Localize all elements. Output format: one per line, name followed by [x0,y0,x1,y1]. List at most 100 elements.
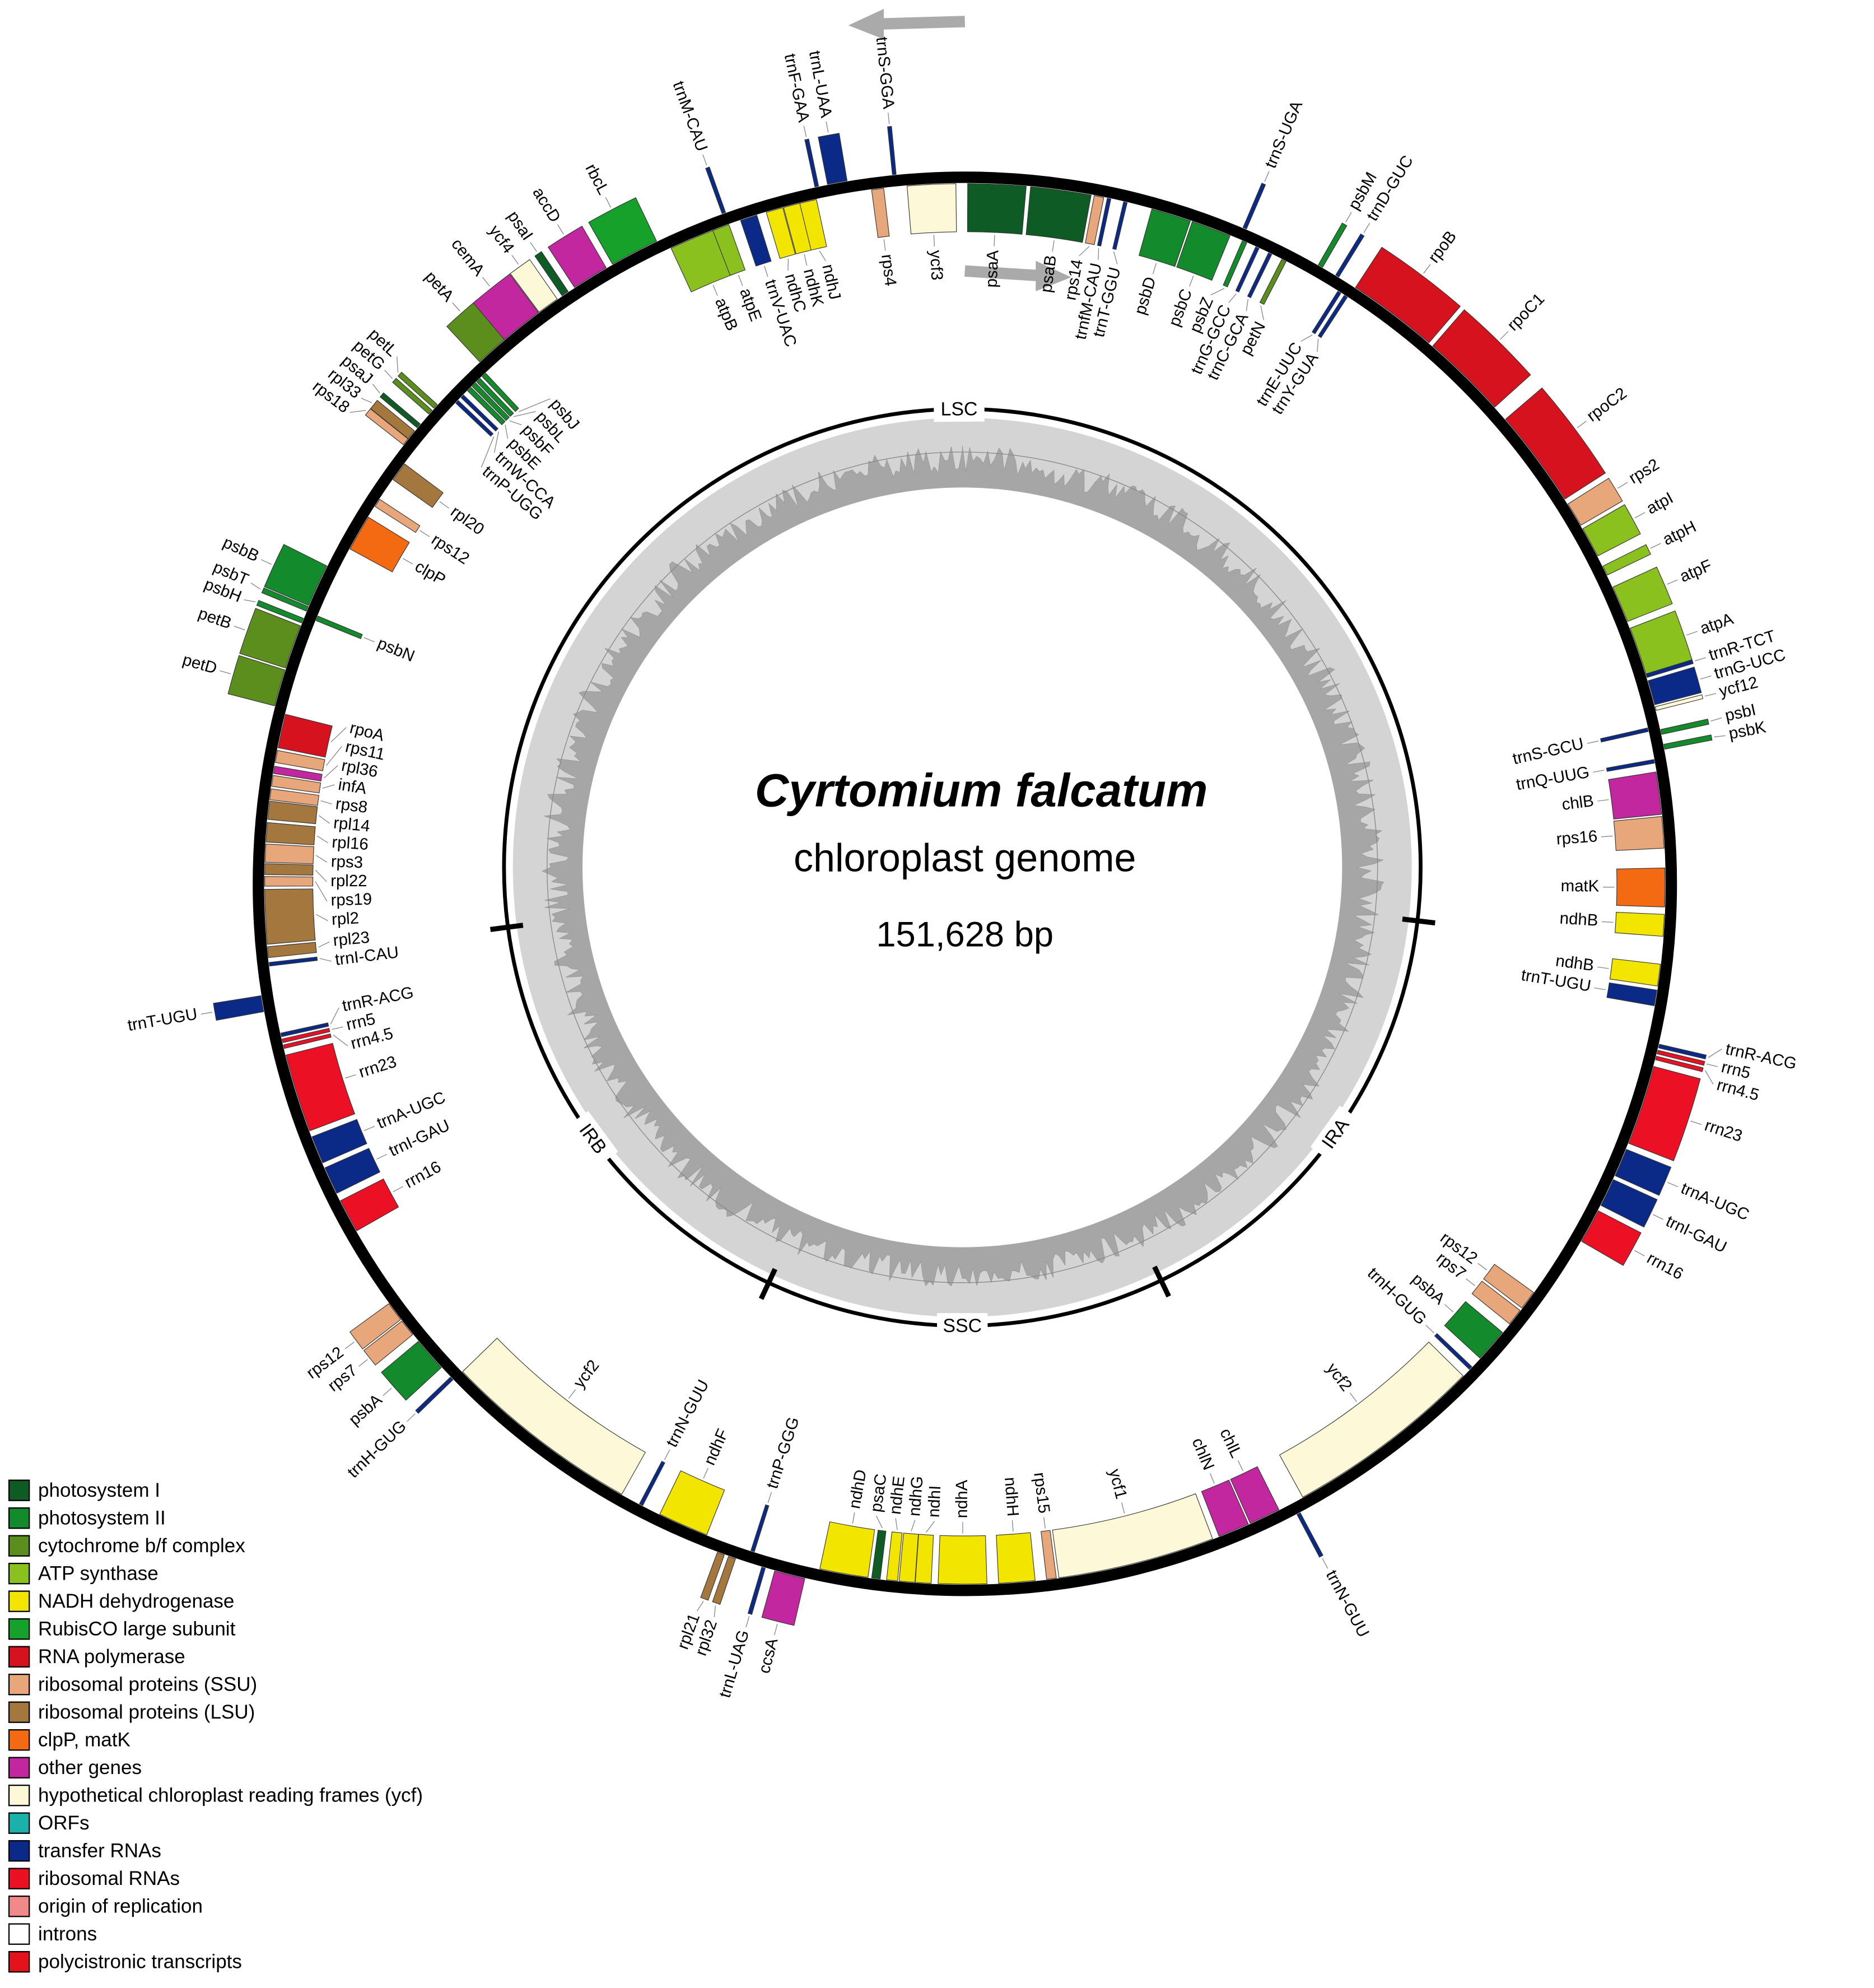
gene-leader [697,1601,704,1612]
gene-label: ycf2 [1323,1360,1356,1395]
arrow-shaft [876,16,966,30]
gene-label: rps16 [1556,827,1598,848]
gene-box [239,608,301,669]
gene-box [1606,982,1657,1007]
arrow-head [848,8,884,40]
gene-label: clpP [412,557,449,589]
gene-leader [332,1026,343,1030]
gene-leader [349,409,366,413]
gene-leader [320,800,332,805]
gene-box [1176,221,1230,281]
gene-box [1230,1466,1280,1524]
gene-label: atpF [1677,556,1714,586]
legend-label: origin of replication [38,1896,203,1917]
gene-box [750,1504,770,1552]
gene-leader [888,113,890,124]
gene-leader [419,530,430,537]
gene-box [269,788,319,806]
gene-box [886,1531,903,1581]
legend-swatch [8,1784,30,1807]
gene-leader [344,1074,356,1079]
legend-label: RNA polymerase [38,1646,185,1668]
gene-leader [1704,693,1716,697]
gene-box [804,138,819,188]
gene-leader [1577,421,1587,429]
gene-leader [568,1389,576,1399]
gene-leader [1710,717,1722,721]
gene-label: atpA [1698,609,1736,638]
gene-box [324,1148,381,1194]
gene-leader [911,1520,916,1531]
gene-box [415,1376,454,1414]
gene-box [819,1521,875,1578]
gene-box [1613,816,1665,851]
gene-label: rps15 [1030,1471,1053,1514]
gene-box [1235,246,1260,293]
gene-label: trnN-GUU [1322,1567,1373,1641]
gene-leader [1246,299,1249,311]
gene-leader [1500,331,1509,340]
gene-leader [1237,1460,1243,1472]
gene-box [397,371,438,409]
gene-label: rrn23 [1703,1116,1745,1146]
gene-label: psbN [375,634,417,666]
gene-box [1602,544,1651,576]
gene-box [818,133,848,185]
gene-box [1600,727,1649,743]
gene-box [1471,1281,1521,1325]
gene-label: trnM-CAU [669,79,711,154]
gene-label: ycf1 [1105,1467,1130,1501]
gene-leader [505,425,509,439]
gene-box [267,800,318,825]
gene-box [1025,186,1092,243]
gene-leader [557,224,564,235]
gene-box [340,1178,399,1232]
gene-box [261,587,309,612]
gene-label: ndhB [1559,909,1598,930]
gene-box [264,844,315,864]
gene-label: atpH [1660,517,1699,549]
genome-size: 151,628 bp [876,915,1053,954]
gene-leader [384,370,393,379]
gene-leader [1597,799,1609,802]
gene-box [1656,1050,1705,1066]
arrow-shaft [964,265,1047,282]
gene-box [374,499,421,533]
gene-leader [1121,1502,1125,1514]
gene-label: ndhH [1001,1477,1022,1517]
region-boundary [1402,916,1435,926]
legend-swatch [8,1923,30,1945]
gene-label: rpl14 [333,813,371,835]
gene-leader [358,1359,368,1367]
legend-label: introns [38,1923,97,1945]
gene-label: rpl16 [332,833,369,854]
gene-leader [1587,741,1599,744]
gene-label: chlB [1561,792,1595,814]
gene-leader [363,1126,375,1132]
legend-swatch [8,1618,30,1640]
legend-swatch [8,1840,30,1862]
gene-leader [1466,1278,1476,1287]
gene-label: rrn16 [402,1157,444,1192]
gene-box [1609,958,1661,986]
gene-box [473,273,539,341]
gene-label: trnI-GAU [1663,1212,1730,1256]
gene-box [1608,771,1662,820]
gene-leader [1317,338,1319,352]
gene-leader [361,398,372,403]
region-name: LSC [940,398,977,420]
gene-label: accD [529,184,564,226]
gene-box [712,1556,736,1605]
gene-box [265,822,316,845]
gene-leader [1601,921,1614,923]
gene-label: chlN [1188,1435,1218,1473]
gene-leader [1695,657,1707,662]
gene-leader [1597,966,1609,969]
gene-box [311,1119,367,1163]
gene-label: psaB [1037,254,1060,294]
gene-leader [712,285,718,296]
gene-leader [325,746,342,766]
gene-leader [826,121,829,133]
gene-box [277,714,333,758]
